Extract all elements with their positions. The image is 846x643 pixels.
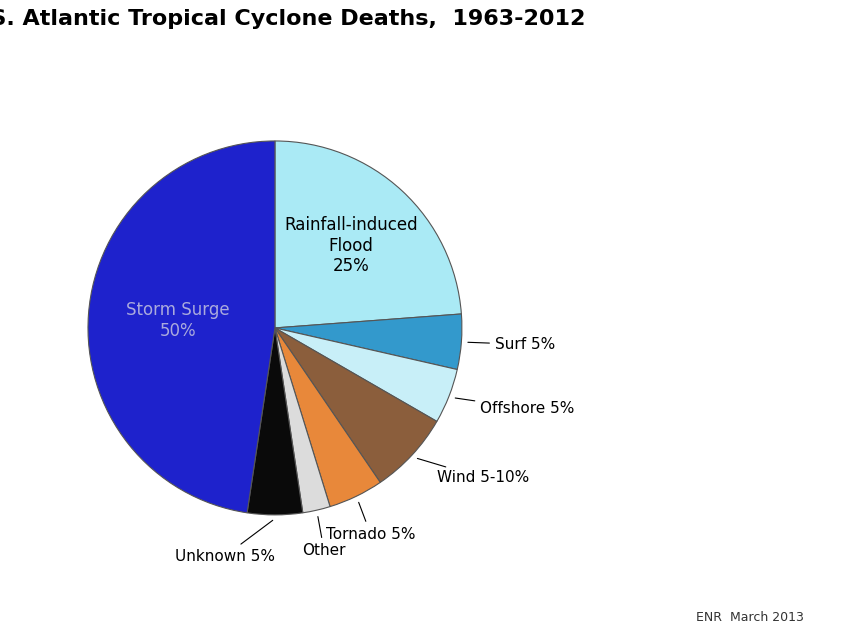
Text: Rainfall-induced
Flood
25%: Rainfall-induced Flood 25% [284, 216, 418, 275]
Wedge shape [275, 328, 457, 421]
Text: Storm Surge
50%: Storm Surge 50% [126, 302, 230, 340]
Text: ENR  March 2013: ENR March 2013 [695, 611, 804, 624]
Text: Offshore 5%: Offshore 5% [455, 398, 574, 416]
Wedge shape [275, 141, 461, 328]
Title: U.S. Atlantic Tropical Cyclone Deaths,  1963-2012: U.S. Atlantic Tropical Cyclone Deaths, 1… [0, 9, 585, 29]
Text: Other: Other [302, 516, 346, 558]
Wedge shape [275, 328, 330, 513]
Wedge shape [275, 314, 462, 370]
Wedge shape [275, 328, 380, 507]
Text: Unknown 5%: Unknown 5% [175, 520, 275, 563]
Wedge shape [247, 328, 303, 515]
Text: Wind 5-10%: Wind 5-10% [417, 458, 529, 485]
Wedge shape [275, 328, 437, 482]
Wedge shape [88, 141, 275, 513]
Text: Tornado 5%: Tornado 5% [326, 502, 415, 541]
Text: Surf 5%: Surf 5% [468, 337, 555, 352]
